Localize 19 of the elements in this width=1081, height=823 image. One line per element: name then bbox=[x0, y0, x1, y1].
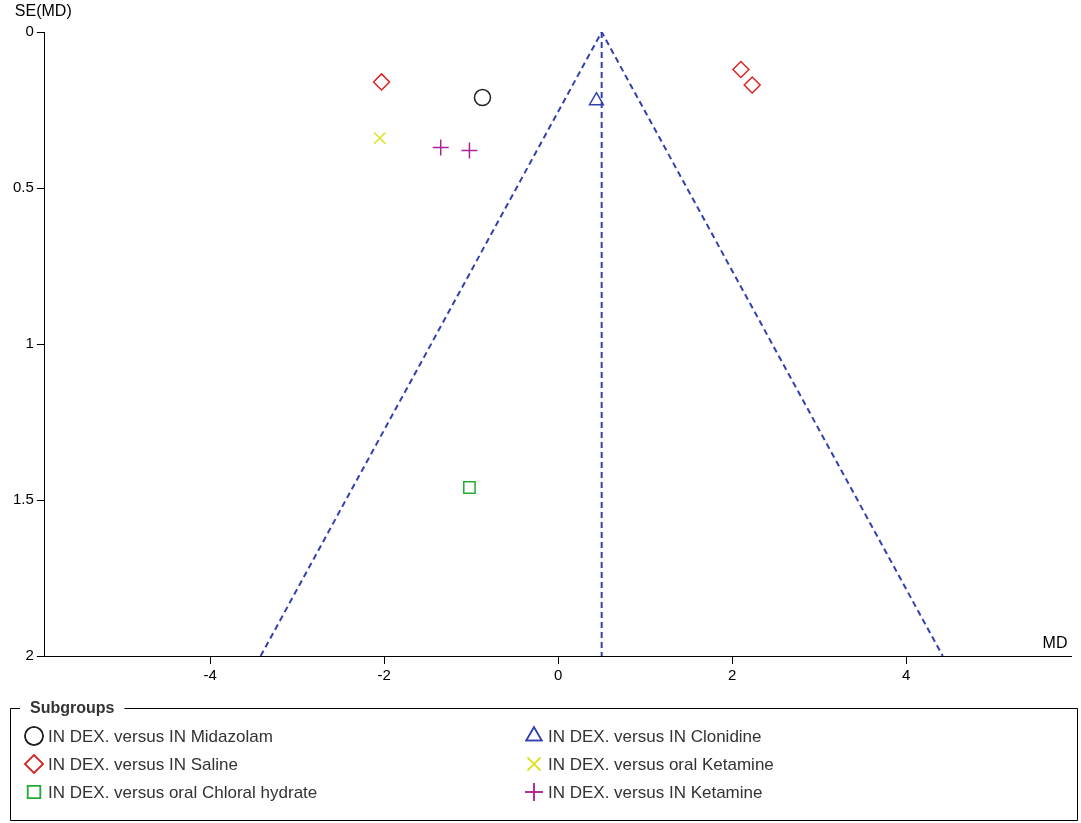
x-tick-label: 0 bbox=[554, 666, 563, 684]
legend-label: IN DEX. versus IN Saline bbox=[48, 754, 238, 774]
legend-label: IN DEX. versus IN Midazolam bbox=[48, 726, 273, 746]
legend-label: IN DEX. versus IN Ketamine bbox=[548, 782, 763, 802]
legend-label: IN DEX. versus IN Clonidine bbox=[548, 726, 762, 746]
x-tick-label: -2 bbox=[377, 666, 391, 684]
y-tick-label: 2 bbox=[25, 646, 34, 664]
y-axis-title: SE(MD) bbox=[14, 2, 72, 20]
legend-label: IN DEX. versus oral Ketamine bbox=[548, 754, 774, 774]
y-tick-label: 1.5 bbox=[12, 490, 34, 508]
y-tick-label: 0.5 bbox=[12, 178, 34, 196]
y-tick-label: 0 bbox=[25, 22, 34, 40]
legend-title: Subgroups bbox=[30, 699, 115, 717]
x-axis-title: MD bbox=[1042, 634, 1068, 652]
legend-label: IN DEX. versus oral Chloral hydrate bbox=[48, 782, 318, 802]
y-tick-label: 1 bbox=[25, 334, 34, 352]
x-tick-label: 4 bbox=[902, 666, 911, 684]
x-tick-label: -4 bbox=[203, 666, 217, 684]
x-tick-label: 2 bbox=[728, 666, 737, 684]
